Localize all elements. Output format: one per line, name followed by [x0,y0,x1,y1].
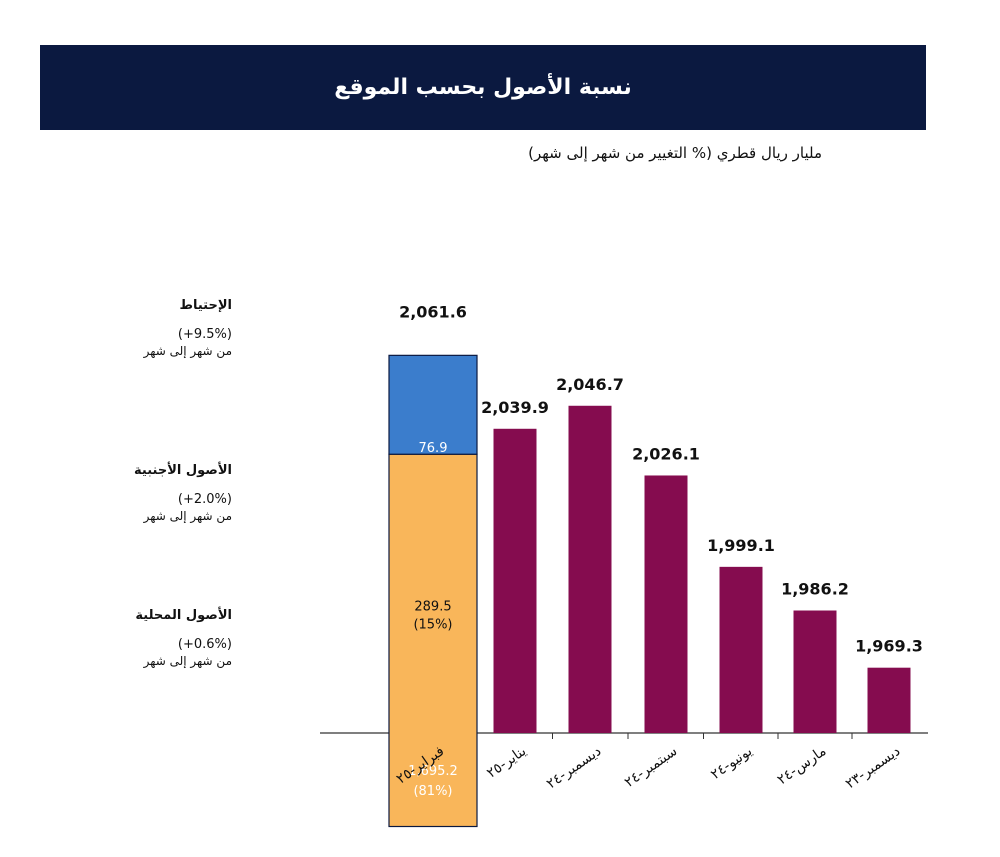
legend-reserve-sub: من شهر إلى شهر [143,344,232,358]
x-tick-label: سبتمبر-٢٤ [622,743,681,791]
bar-segment-foreign [388,453,478,828]
legend-foreign: الأصول الأجنبية (+2.0%) من شهر إلى شهر [42,463,232,523]
value-label: 1,969.3 [855,637,923,656]
segment-label-reserve: 76.9 [419,441,448,456]
value-label: 2,061.6 [399,302,467,321]
legend-reserve: الإحتياط (+9.5%) من شهر إلى شهر [42,298,232,358]
segment-label-local: 1,695.2 [408,764,458,779]
segment-share-local: (81%) [413,784,452,799]
legend-local: الأصول المحلية (+0.6%) من شهر إلى شهر [42,608,232,668]
chart-subtitle: مليار ريال قطري (% التغيير من شهر إلى شه… [528,144,822,162]
x-tick-label: يونيو-٢٤ [708,743,755,783]
bar-segment-reserve [388,354,478,455]
value-label: 2,046.7 [556,375,624,394]
x-tick-label: ديسمبر-٢٤ [544,743,605,792]
x-tick-label: مارس-٢٤ [774,743,829,788]
legend-local-title: الأصول المحلية [135,608,232,623]
value-label: 2,026.1 [632,444,700,463]
legend-foreign-change: (+2.0%) [177,492,232,507]
bar [719,566,763,733]
bar [867,667,911,733]
chart-title: نسبة الأصول بحسب الموقع [334,75,632,100]
x-tick-label: يناير-٢٥ [484,743,529,781]
legend-reserve-title: الإحتياط [179,298,232,313]
bar [493,428,537,733]
legend-foreign-sub: من شهر إلى شهر [143,509,232,523]
value-label: 1,999.1 [707,536,775,555]
bar [568,405,612,733]
value-label: 2,039.9 [481,398,549,417]
legend-foreign-title: الأصول الأجنبية [134,463,232,478]
segment-share-foreign: (15%) [413,618,452,633]
x-tick-label: ديسمبر-٢٣ [843,743,904,792]
legend-reserve-change: (+9.5%) [177,327,232,342]
bar [793,610,837,733]
title-banner: نسبة الأصول بحسب الموقع [40,45,926,130]
bar [644,475,688,733]
legend-local-sub: من شهر إلى شهر [143,654,232,668]
value-label: 1,986.2 [781,579,849,598]
legend-local-change: (+0.6%) [177,637,232,652]
segment-label-foreign: 289.5 [414,600,451,615]
